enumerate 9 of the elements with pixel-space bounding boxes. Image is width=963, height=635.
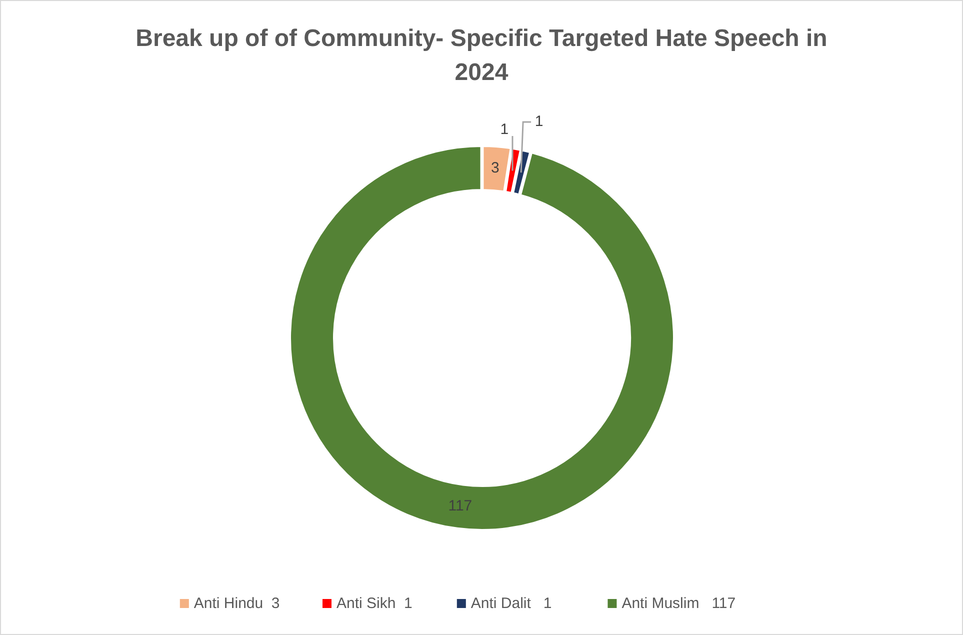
legend-label: Anti Muslim 117 <box>622 594 736 612</box>
data-label: 117 <box>448 498 472 515</box>
legend-label: Anti Hindu 3 <box>194 594 280 612</box>
data-label: 1 <box>534 112 544 130</box>
chart-title: Break up of of Community- Specific Targeted Hate Speech in 2024 <box>136 25 828 86</box>
data-label: 1 <box>500 120 509 138</box>
legend-label: Anti Sikh 1 <box>336 594 412 612</box>
data-label: 3 <box>490 159 500 176</box>
legend-label: Anti Dalit 1 <box>470 594 552 612</box>
